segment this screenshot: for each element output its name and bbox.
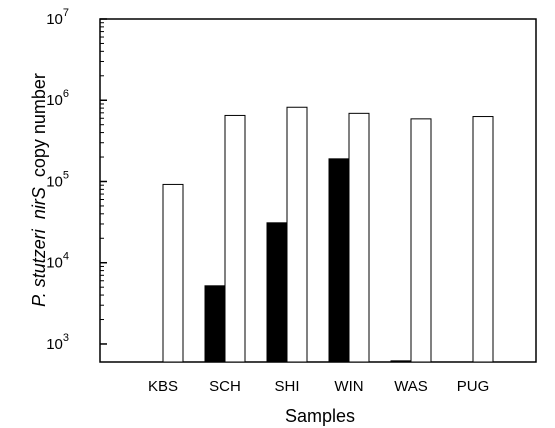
bar <box>473 117 493 362</box>
y-axis-title-gene: nirS <box>29 187 49 219</box>
x-tick-label: SCH <box>209 378 241 395</box>
y-tick-label: 107 <box>46 7 69 28</box>
bar <box>287 107 307 362</box>
bar <box>391 361 411 362</box>
y-axis-title: P. stutzeri nirS copy number <box>29 73 49 307</box>
y-tick-label: 103 <box>46 332 69 353</box>
y-tick-label: 105 <box>46 169 69 190</box>
bars <box>163 107 493 362</box>
y-axis-title-rest: copy number <box>29 73 49 177</box>
x-tick-label: SHI <box>274 378 299 395</box>
x-axis-title: Samples <box>285 406 355 426</box>
x-tick-label: KBS <box>148 378 178 395</box>
bar <box>411 119 431 362</box>
x-axis: KBS SCH SHI WIN WAS PUG <box>148 378 489 395</box>
x-tick-label: WIN <box>334 378 363 395</box>
y-tick-label: 104 <box>46 251 69 272</box>
x-tick-label: PUG <box>457 378 490 395</box>
y-axis: 103 104 105 106 107 <box>46 7 107 353</box>
bar <box>205 286 225 362</box>
x-tick-label: WAS <box>394 378 428 395</box>
y-tick-label: 106 <box>46 88 69 109</box>
bar <box>329 159 349 362</box>
bar <box>349 113 369 362</box>
y-axis-title-organism: P. stutzeri <box>29 228 49 307</box>
bar <box>267 223 287 362</box>
bar <box>163 184 183 362</box>
bar <box>225 115 245 362</box>
